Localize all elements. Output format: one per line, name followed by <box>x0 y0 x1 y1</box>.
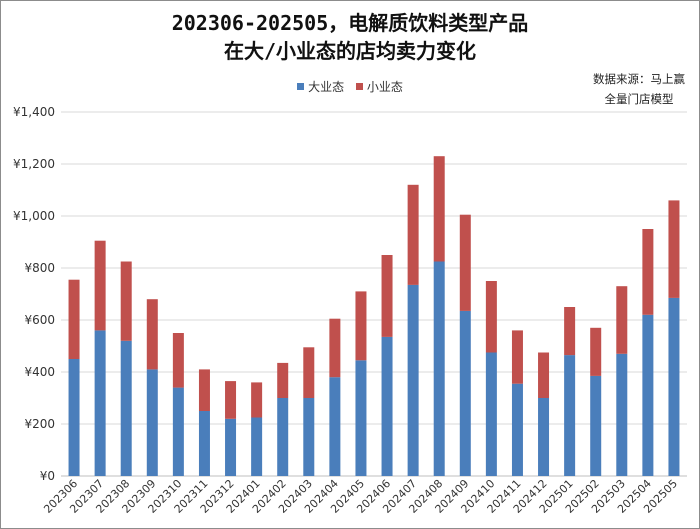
bar-large-format <box>172 387 184 476</box>
bar-large-format <box>146 369 158 476</box>
bar-small-format <box>511 330 523 384</box>
y-tick-label: ¥0 <box>40 469 55 483</box>
source-line1: 数据来源：马上赢 <box>593 72 685 86</box>
bar-large-format <box>668 297 680 476</box>
bar-small-format <box>381 255 393 337</box>
bar-large-format <box>225 418 237 476</box>
bar-small-format <box>407 184 419 285</box>
bar-small-format <box>172 333 184 388</box>
legend-swatch-large <box>297 83 305 90</box>
y-tick-label: ¥1,400 <box>13 105 55 119</box>
legend-label-small: 小业态 <box>366 80 403 94</box>
bar-small-format <box>668 200 680 298</box>
bar-large-format <box>590 375 602 476</box>
bar-large-format <box>381 336 393 476</box>
bar-large-format <box>538 398 550 476</box>
bar-small-format <box>355 291 367 361</box>
legend-item-small: 小业态 <box>355 78 403 95</box>
y-tick-label: ¥800 <box>24 261 55 275</box>
bar-large-format <box>485 352 497 476</box>
bar-large-format <box>94 330 106 476</box>
bar-small-format <box>198 369 210 411</box>
bar-large-format <box>120 340 132 476</box>
bar-large-format <box>511 383 523 476</box>
source-line2: 全量门店模型 <box>604 92 674 106</box>
legend: 大业态 小业态 <box>1 78 699 95</box>
bar-large-format <box>642 314 654 476</box>
legend-item-large: 大业态 <box>297 78 344 95</box>
bar-large-format <box>407 284 419 476</box>
bar-large-format <box>616 353 628 476</box>
bar-small-format <box>225 381 237 419</box>
chart-title-line2: 在大/小业态的店均卖力变化 <box>223 39 477 63</box>
y-tick-label: ¥600 <box>24 313 55 327</box>
legend-label-large: 大业态 <box>308 80 345 94</box>
bar-small-format <box>564 307 576 356</box>
bar-small-format <box>433 156 445 262</box>
bar-large-format <box>355 360 367 476</box>
chart-title-line1: 202306-202505，电解质饮料类型产品 <box>171 11 529 35</box>
bar-small-format <box>303 347 315 398</box>
bar-large-format <box>564 355 576 476</box>
bar-large-format <box>198 411 210 476</box>
bar-large-format <box>68 359 80 476</box>
bar-small-format <box>329 318 341 378</box>
bar-small-format <box>94 240 106 331</box>
data-source-note: 数据来源：马上赢 全量门店模型 <box>593 69 685 109</box>
bar-small-format <box>68 279 80 359</box>
bar-small-format <box>251 382 263 418</box>
bar-large-format <box>251 417 263 476</box>
bar-small-format <box>538 352 550 398</box>
bar-small-format <box>120 261 132 341</box>
bar-small-format <box>277 362 289 398</box>
y-tick-label: ¥1,200 <box>13 157 55 171</box>
bar-large-format <box>303 398 315 476</box>
bar-small-format <box>590 327 602 376</box>
y-tick-label: ¥1,000 <box>13 209 55 223</box>
bar-small-format <box>459 214 471 311</box>
bar-small-format <box>616 286 628 354</box>
bar-small-format <box>146 299 158 370</box>
legend-swatch-small <box>355 83 363 90</box>
y-tick-label: ¥400 <box>24 365 55 379</box>
bar-large-format <box>277 398 289 476</box>
y-tick-label: ¥200 <box>24 417 55 431</box>
bar-small-format <box>642 229 654 315</box>
bar-large-format <box>433 261 445 476</box>
bar-large-format <box>459 310 471 476</box>
bar-small-format <box>485 281 497 353</box>
bar-large-format <box>329 377 341 476</box>
